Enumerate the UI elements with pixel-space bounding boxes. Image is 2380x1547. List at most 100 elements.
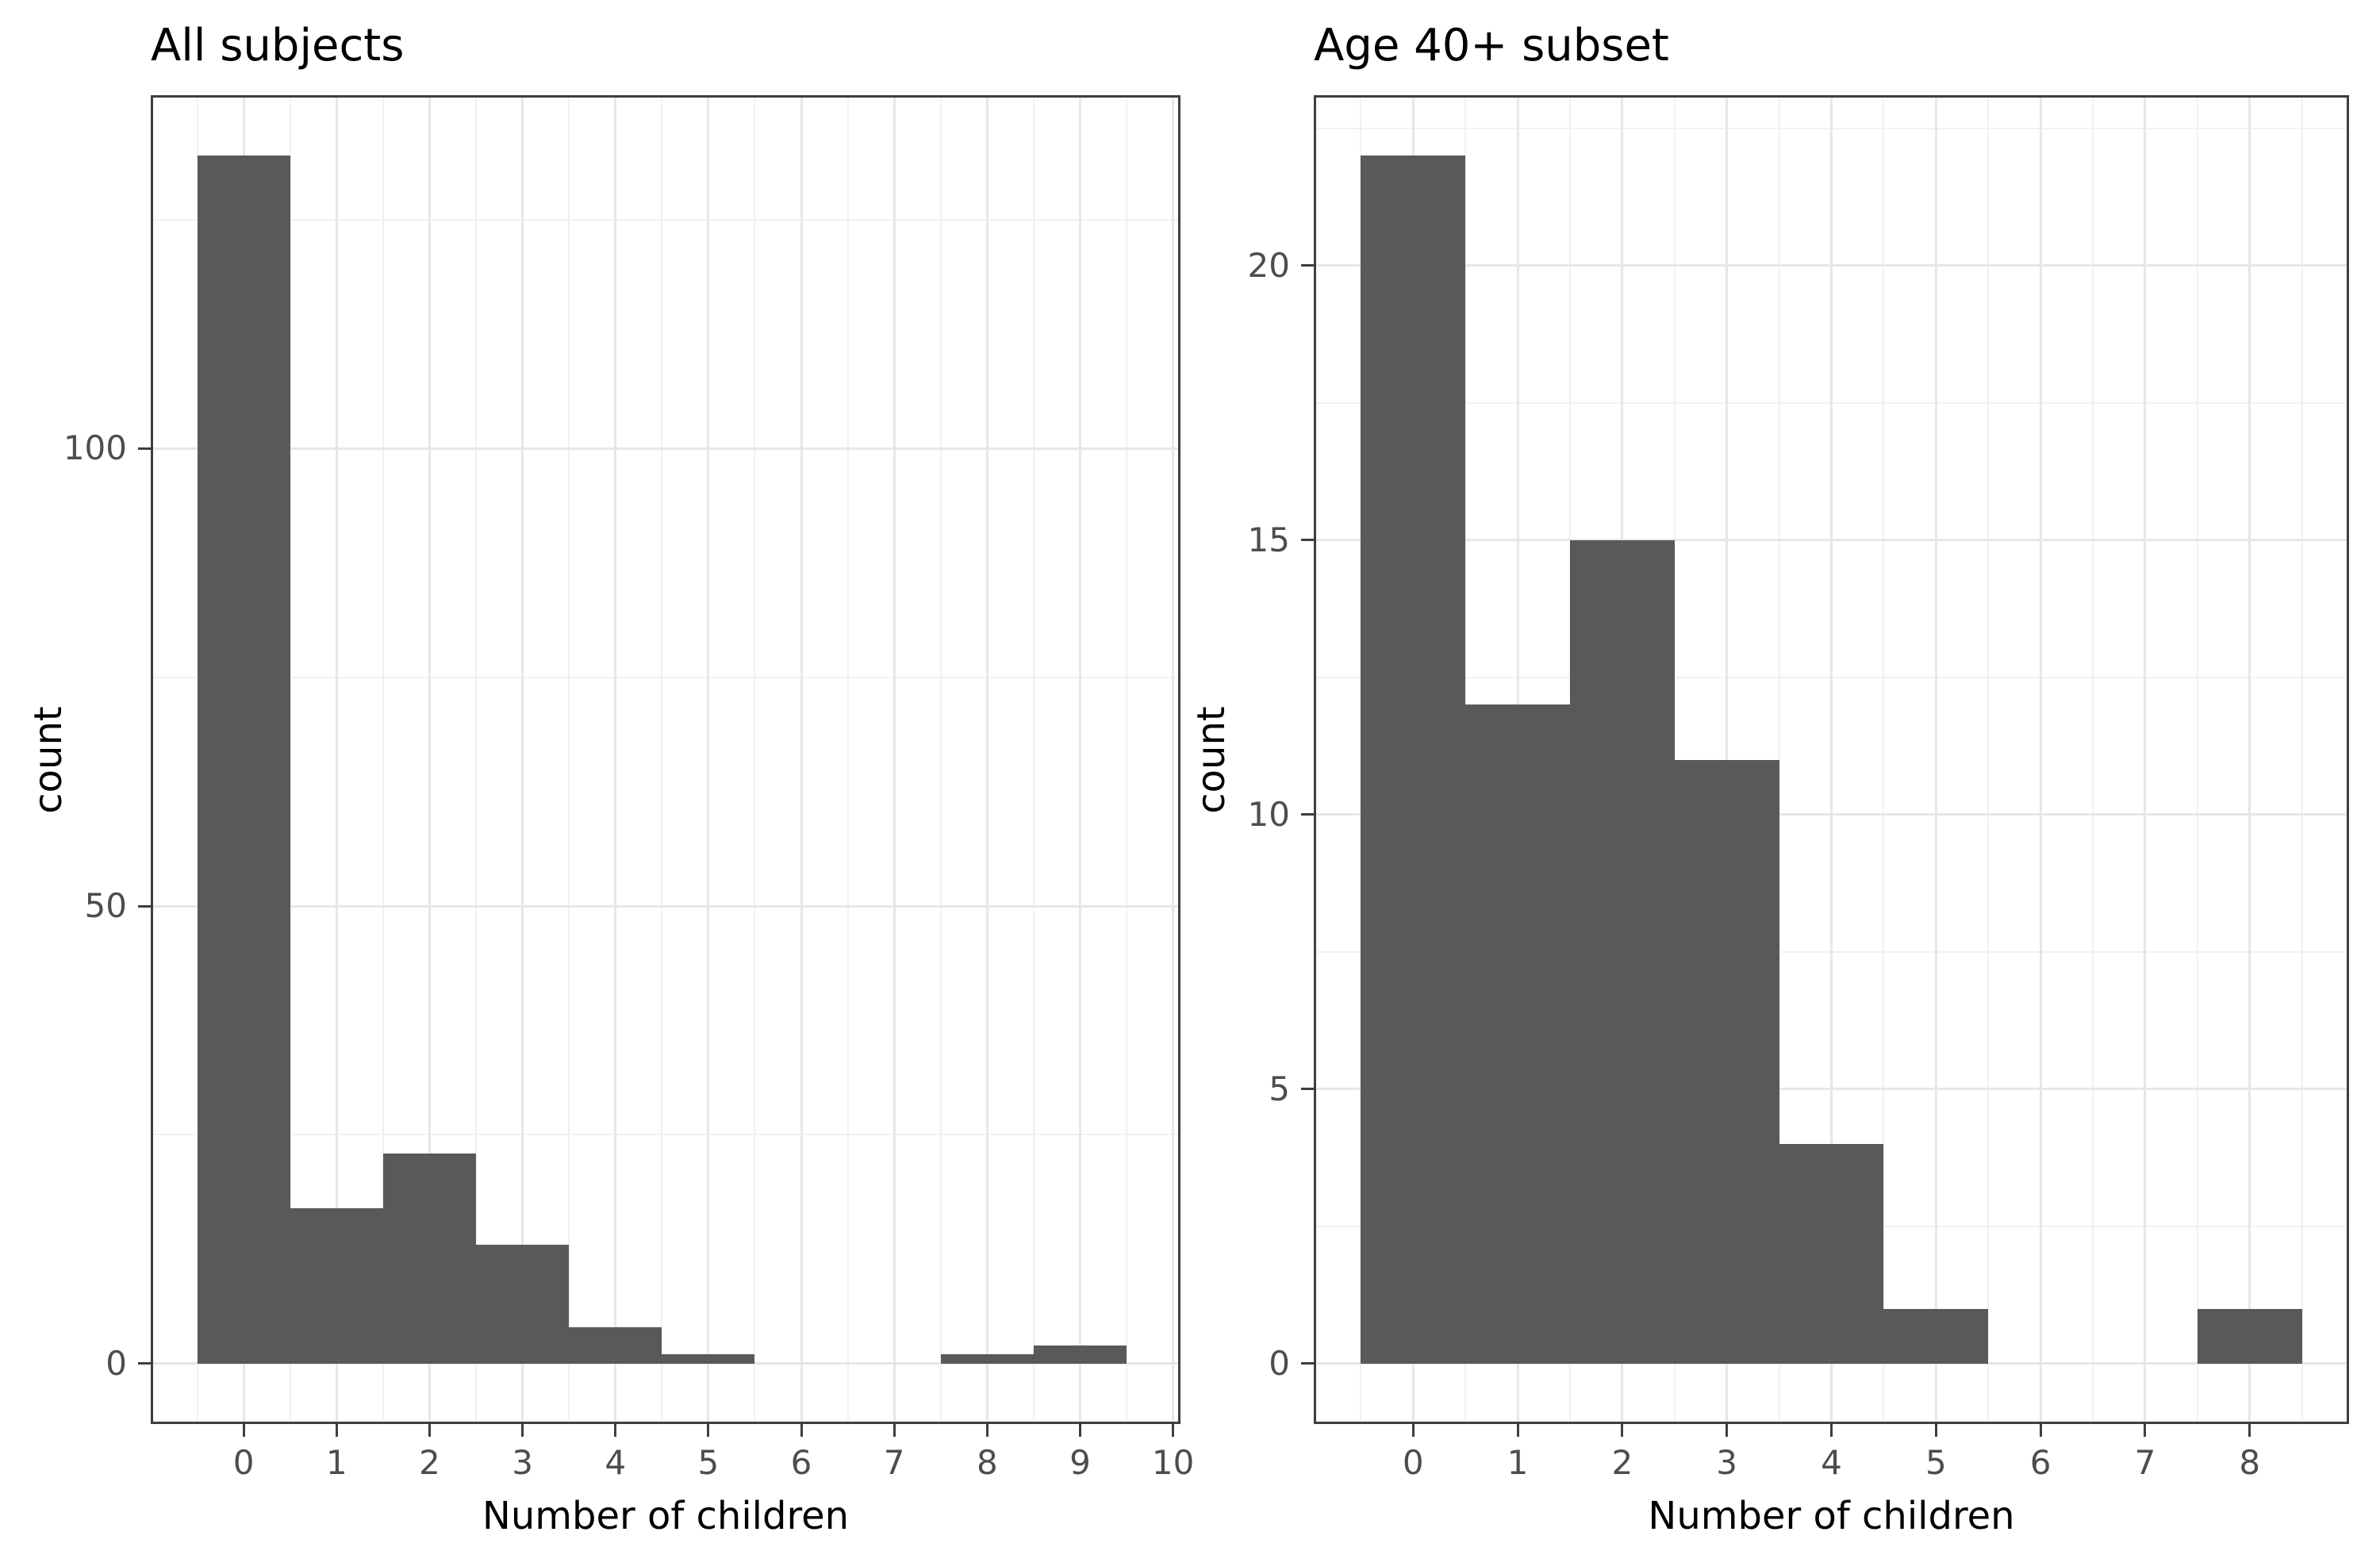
y-tick-mark (138, 904, 151, 908)
bar-x2 (382, 1153, 476, 1364)
x-tick-label: 5 (697, 1443, 720, 1482)
gridline-x-major (892, 95, 896, 1424)
x-tick-label: 8 (2239, 1443, 2261, 1482)
gridline-x-major (800, 95, 803, 1424)
gridline-x-minor (2092, 95, 2094, 1424)
gridline-x-minor (754, 95, 756, 1424)
gridline-x-major (2248, 95, 2251, 1424)
gridline-x-minor (1126, 95, 1128, 1424)
x-tick-mark (521, 1424, 524, 1437)
x-tick-mark (1411, 1424, 1415, 1437)
gridline-x-minor (289, 95, 291, 1424)
gridline-x-minor (846, 95, 849, 1424)
bar-x3 (1674, 759, 1779, 1364)
gridline-x-minor (382, 95, 384, 1424)
bar-x0 (1361, 155, 1466, 1364)
x-tick-label: 3 (512, 1443, 533, 1482)
y-tick-label: 50 (84, 886, 127, 926)
gridline-x-major (2039, 95, 2042, 1424)
bar-x5 (1883, 1308, 1989, 1364)
gridline-x-major (521, 95, 524, 1424)
x-tick-mark (428, 1424, 431, 1437)
y-tick-mark (138, 1362, 151, 1365)
x-tick-label: 7 (883, 1443, 905, 1482)
gridline-x-major (335, 95, 338, 1424)
x-tick-mark (1172, 1424, 1175, 1437)
y-tick-label: 0 (1269, 1343, 1290, 1383)
x-tick-label: 5 (1925, 1443, 1947, 1482)
gridline-y-minor (151, 1134, 1180, 1136)
gridline-y-major (1314, 813, 2349, 816)
x-tick-mark (614, 1424, 617, 1437)
bar-x8 (940, 1354, 1034, 1364)
x-tick-label: 6 (2029, 1443, 2052, 1482)
x-tick-label: 4 (605, 1443, 627, 1482)
gridline-y-major (1314, 1362, 2349, 1365)
gridline-x-major (1078, 95, 1081, 1424)
panel-title: Age 40+ subset (1314, 20, 1669, 71)
y-tick-mark (1301, 1088, 1314, 1091)
y-tick-mark (1301, 539, 1314, 542)
x-tick-mark (1516, 1424, 1519, 1437)
x-tick-mark (1621, 1424, 1624, 1437)
x-tick-label: 0 (232, 1443, 255, 1482)
x-tick-label: 2 (419, 1443, 440, 1482)
x-tick-label: 6 (790, 1443, 812, 1482)
x-tick-label: 2 (1611, 1443, 1633, 1482)
x-tick-label: 4 (1821, 1443, 1842, 1482)
gridline-y-minor (151, 676, 1180, 678)
x-tick-label: 9 (1069, 1443, 1091, 1482)
bar-x0 (197, 155, 290, 1364)
gridline-x-minor (939, 95, 942, 1424)
gridline-y-major (1314, 1088, 2349, 1091)
bar-x8 (2197, 1308, 2302, 1364)
gridline-x-major (428, 95, 431, 1424)
gridline-x-major (1172, 95, 1175, 1424)
y-tick-label: 15 (1247, 520, 1290, 559)
bar-x4 (1779, 1144, 1884, 1364)
y-tick-label: 5 (1269, 1069, 1290, 1108)
gridline-x-minor (475, 95, 478, 1424)
bar-x4 (569, 1326, 662, 1364)
x-tick-label: 0 (1402, 1443, 1424, 1482)
panel-title: All subjects (151, 20, 405, 71)
gridline-x-minor (661, 95, 663, 1424)
x-axis-title: Number of children (1648, 1494, 2015, 1538)
gridline-x-minor (1032, 95, 1035, 1424)
gridline-x-major (614, 95, 617, 1424)
gridline-x-major (707, 95, 710, 1424)
gridline-x-major (985, 95, 988, 1424)
y-tick-label: 10 (1247, 794, 1290, 834)
gridline-x-major (1830, 95, 1833, 1424)
x-tick-mark (2039, 1424, 2042, 1437)
x-tick-mark (242, 1424, 245, 1437)
x-tick-mark (2248, 1424, 2251, 1437)
x-tick-mark (1934, 1424, 1937, 1437)
y-tick-label: 0 (106, 1343, 127, 1383)
gridline-y-major (151, 447, 1180, 450)
x-tick-mark (985, 1424, 988, 1437)
x-tick-mark (1830, 1424, 1833, 1437)
x-tick-label: 7 (2134, 1443, 2156, 1482)
y-axis-title: count (26, 705, 71, 814)
gridline-x-minor (2301, 95, 2303, 1424)
bar-x2 (1569, 539, 1675, 1364)
gridline-x-major (1934, 95, 1937, 1424)
y-tick-mark (1301, 1362, 1314, 1365)
x-tick-label: 8 (976, 1443, 998, 1482)
bar-x1 (290, 1207, 383, 1364)
x-tick-mark (1078, 1424, 1081, 1437)
bar-x1 (1465, 704, 1570, 1364)
gridline-x-minor (2196, 95, 2198, 1424)
y-tick-mark (1301, 264, 1314, 267)
x-tick-label: 10 (1151, 1443, 1195, 1482)
x-tick-mark (1726, 1424, 1729, 1437)
x-tick-label: 1 (325, 1443, 347, 1482)
gridline-y-major (151, 904, 1180, 908)
x-tick-mark (800, 1424, 803, 1437)
gridline-x-minor (1883, 95, 1885, 1424)
y-tick-label: 100 (63, 428, 127, 468)
